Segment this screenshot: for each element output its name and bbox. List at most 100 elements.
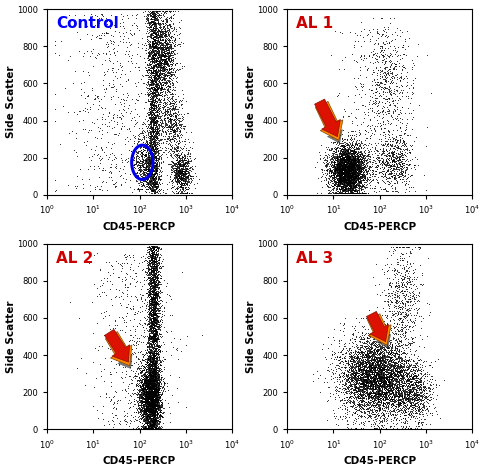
Point [371, 157, 379, 164]
Point [344, 385, 352, 392]
Point [364, 397, 372, 405]
Point [338, 170, 346, 177]
Point [154, 244, 162, 252]
Point [359, 189, 366, 196]
Point [138, 388, 145, 396]
Point [372, 338, 380, 346]
Point [171, 46, 179, 53]
Point [400, 141, 408, 149]
Point [147, 141, 155, 148]
Point [331, 164, 339, 172]
Point [374, 147, 382, 154]
Point [377, 33, 384, 40]
Point [148, 372, 156, 379]
Point [135, 154, 142, 161]
Point [408, 334, 416, 342]
Point [361, 403, 368, 410]
Point [348, 353, 356, 360]
Point [371, 384, 379, 392]
Point [353, 188, 361, 196]
Point [145, 390, 153, 397]
Point [153, 152, 160, 160]
Point [150, 173, 158, 180]
Point [377, 372, 384, 380]
Point [151, 399, 159, 406]
Point [425, 384, 433, 392]
Point [150, 347, 157, 354]
Point [135, 396, 143, 404]
Point [150, 42, 157, 50]
Point [152, 265, 159, 272]
Point [141, 392, 149, 399]
Point [151, 70, 159, 77]
Point [144, 49, 152, 57]
Point [351, 369, 359, 377]
Point [152, 329, 160, 337]
Point [394, 346, 401, 354]
Point [383, 395, 391, 402]
Point [401, 418, 409, 425]
Point [407, 371, 415, 378]
Point [338, 185, 346, 193]
Point [370, 99, 378, 106]
Point [176, 156, 184, 164]
Point [140, 79, 148, 86]
Point [177, 151, 185, 158]
Point [151, 300, 158, 308]
Point [149, 385, 156, 393]
Point [168, 56, 175, 64]
Point [371, 401, 379, 408]
Point [153, 14, 160, 22]
Point [160, 65, 168, 73]
Point [366, 364, 374, 372]
Point [350, 394, 358, 402]
Point [405, 389, 413, 396]
Point [147, 170, 155, 177]
Point [152, 185, 159, 193]
Point [374, 362, 382, 370]
Point [179, 95, 187, 102]
Point [347, 147, 355, 154]
Point [336, 189, 344, 197]
Point [158, 28, 166, 36]
Point [364, 379, 372, 386]
Point [340, 149, 348, 157]
Point [151, 411, 158, 419]
Point [154, 349, 161, 357]
Point [153, 34, 161, 41]
Point [144, 376, 152, 383]
Point [136, 409, 144, 416]
Point [351, 147, 359, 155]
Point [350, 189, 358, 197]
Point [351, 172, 359, 180]
Point [144, 377, 152, 385]
Point [150, 381, 158, 389]
Point [382, 373, 389, 380]
Point [152, 362, 159, 370]
Point [342, 178, 350, 185]
Point [354, 172, 362, 179]
Point [380, 160, 388, 168]
Point [122, 256, 130, 263]
Point [130, 113, 138, 120]
Point [341, 164, 349, 171]
Point [156, 321, 164, 329]
Point [149, 388, 156, 395]
Point [360, 366, 368, 374]
Point [121, 281, 128, 289]
Point [151, 146, 158, 153]
Point [331, 165, 339, 173]
Point [368, 344, 376, 352]
Point [364, 325, 372, 333]
Point [347, 175, 355, 183]
Point [153, 380, 160, 388]
Point [351, 165, 359, 173]
Point [144, 308, 152, 315]
Point [340, 168, 348, 176]
Point [185, 189, 192, 197]
Point [415, 418, 423, 426]
Point [139, 157, 147, 164]
Point [152, 390, 160, 397]
Point [352, 187, 360, 195]
Point [154, 301, 162, 308]
